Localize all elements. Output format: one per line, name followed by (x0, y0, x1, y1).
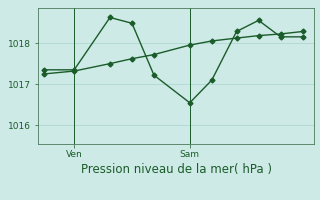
X-axis label: Pression niveau de la mer( hPa ): Pression niveau de la mer( hPa ) (81, 163, 271, 176)
